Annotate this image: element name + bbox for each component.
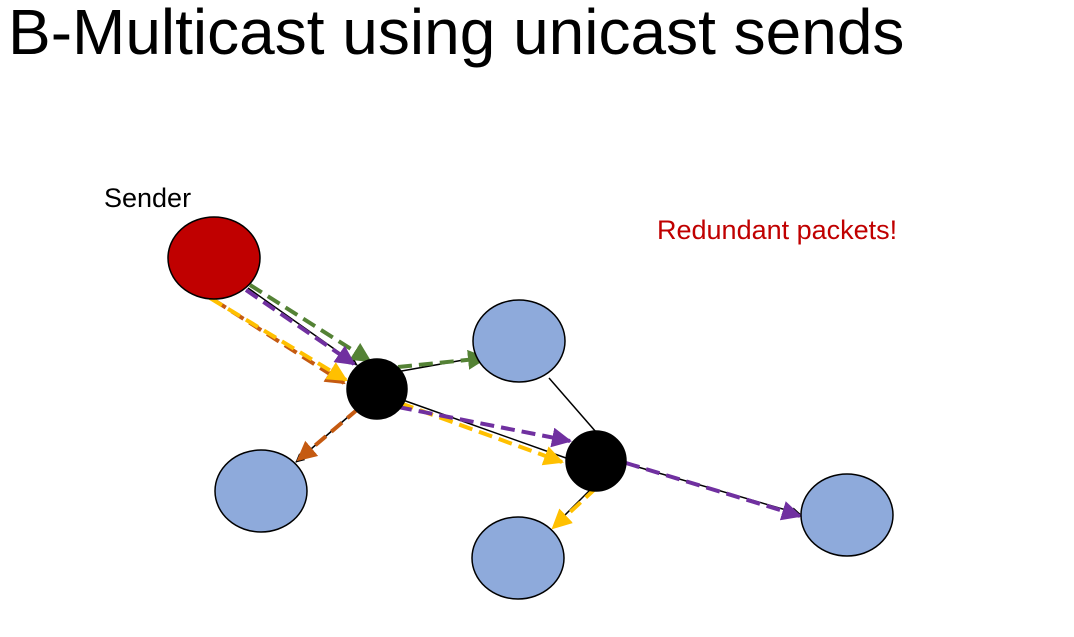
orange-path-segment-2 (296, 407, 360, 462)
gold-path-segment-3 (551, 486, 598, 530)
link-router-a-router-b (399, 398, 567, 459)
green-path-segment-2 (397, 349, 488, 370)
receiver-node-right (800, 473, 894, 557)
purple-path-segment-1 (244, 288, 356, 366)
unicast-paths (208, 283, 802, 530)
link-host-top-router-b (548, 377, 597, 433)
gold-path-segment-1 (208, 296, 348, 382)
redundant-packets-note: Redundant packets! (657, 215, 898, 245)
receiver-node-left (214, 449, 308, 533)
purple-path-segment-3 (625, 461, 802, 521)
green-path-segment-1 (248, 283, 372, 363)
nodes (167, 216, 894, 600)
router-node-a (346, 358, 408, 420)
sender-node (167, 216, 261, 300)
receiver-node-top (472, 299, 566, 383)
sender-label: Sender (104, 183, 192, 213)
router-node-b (565, 430, 627, 492)
receiver-node-bottom (471, 516, 565, 600)
purple-path-segment-2 (397, 405, 572, 448)
slide-title: B-Multicast using unicast sends (8, 0, 905, 68)
